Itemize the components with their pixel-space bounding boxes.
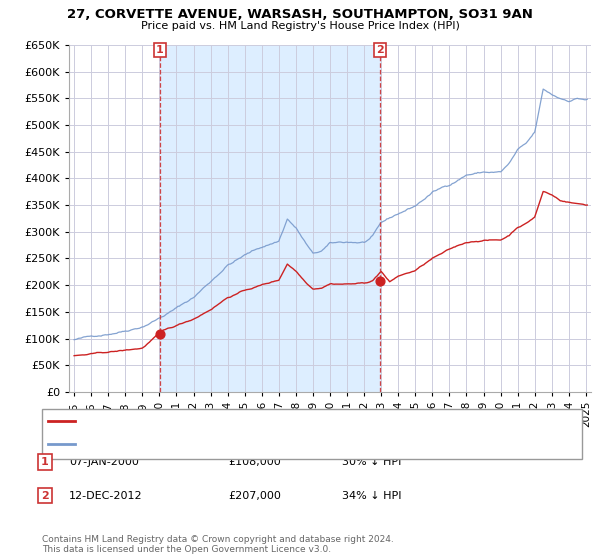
- Text: 07-JAN-2000: 07-JAN-2000: [69, 457, 139, 467]
- Text: HPI: Average price, detached house, Fareham: HPI: Average price, detached house, Fare…: [81, 439, 319, 449]
- Point: [376, 277, 385, 286]
- Text: 30% ↓ HPI: 30% ↓ HPI: [342, 457, 401, 467]
- Text: £108,000: £108,000: [228, 457, 281, 467]
- Text: 2: 2: [376, 45, 384, 55]
- Text: 34% ↓ HPI: 34% ↓ HPI: [342, 491, 401, 501]
- Point: [155, 330, 165, 339]
- Text: Price paid vs. HM Land Registry's House Price Index (HPI): Price paid vs. HM Land Registry's House …: [140, 21, 460, 31]
- Bar: [160, 45, 380, 392]
- Text: 2: 2: [41, 491, 49, 501]
- Text: 27, CORVETTE AVENUE, WARSASH, SOUTHAMPTON, SO31 9AN (detached house): 27, CORVETTE AVENUE, WARSASH, SOUTHAMPTO…: [81, 416, 502, 426]
- Text: £207,000: £207,000: [228, 491, 281, 501]
- Text: Contains HM Land Registry data © Crown copyright and database right 2024.
This d: Contains HM Land Registry data © Crown c…: [42, 535, 394, 554]
- Text: 12-DEC-2012: 12-DEC-2012: [69, 491, 143, 501]
- Text: 1: 1: [156, 45, 164, 55]
- Text: 27, CORVETTE AVENUE, WARSASH, SOUTHAMPTON, SO31 9AN: 27, CORVETTE AVENUE, WARSASH, SOUTHAMPTO…: [67, 8, 533, 21]
- Text: 1: 1: [41, 457, 49, 467]
